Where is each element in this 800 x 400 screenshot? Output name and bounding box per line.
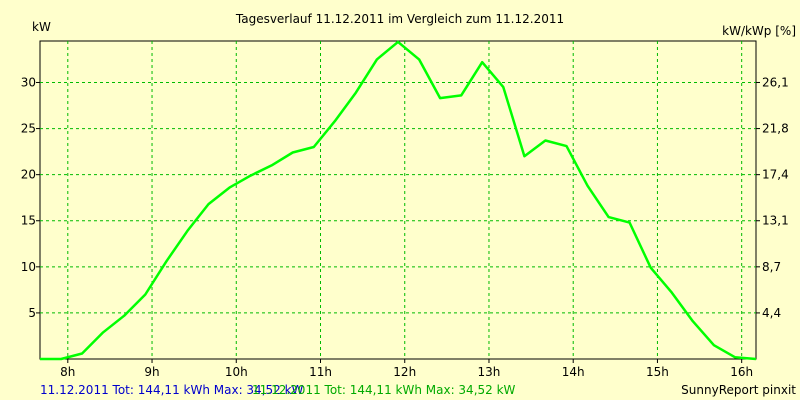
y-tick-label-left: 5 <box>28 306 36 320</box>
y-tick-label-right: 17,4 <box>762 168 789 182</box>
series-line <box>40 40 757 361</box>
y-axis-label-left: kW <box>32 20 51 34</box>
x-tick-label: 15h <box>646 365 669 379</box>
y-tick-label-left: 20 <box>21 168 36 182</box>
x-tick-label: 8h <box>60 365 75 379</box>
y-tick-label-left: 10 <box>21 260 36 274</box>
y-tick-label-right: 26,1 <box>762 75 789 89</box>
y-tick-label-right: 13,1 <box>762 214 789 228</box>
y-tick-label-left: 25 <box>21 122 36 136</box>
x-tick-label: 16h <box>730 365 753 379</box>
footer-series-1: 11.12.2011 Tot: 144,11 kWh Max: 34,52 kW <box>40 383 304 397</box>
y-tick-label-left: 30 <box>21 75 36 89</box>
y-axis-label-right: kW/kWp [%] <box>722 24 796 38</box>
x-tick-label: 12h <box>393 365 416 379</box>
y-tick-label-right: 8,7 <box>762 260 781 274</box>
footer-credit: SunnyReport pinxit <box>681 383 796 397</box>
x-tick-label: 9h <box>144 365 159 379</box>
y-tick-label-right: 4,4 <box>762 306 781 320</box>
footer-series-2: 11.12.2011 Tot: 144,11 kWh Max: 34,52 kW <box>252 383 516 397</box>
y-tick-label-right: 21,8 <box>762 122 789 136</box>
y-tick-label-left: 15 <box>21 214 36 228</box>
x-tick-label: 10h <box>225 365 248 379</box>
plot-area <box>39 40 757 360</box>
chart-title: Tagesverlauf 11.12.2011 im Vergleich zum… <box>235 12 564 26</box>
x-tick-label: 13h <box>478 365 501 379</box>
x-tick-label: 11h <box>309 365 332 379</box>
x-tick-label: 14h <box>562 365 585 379</box>
